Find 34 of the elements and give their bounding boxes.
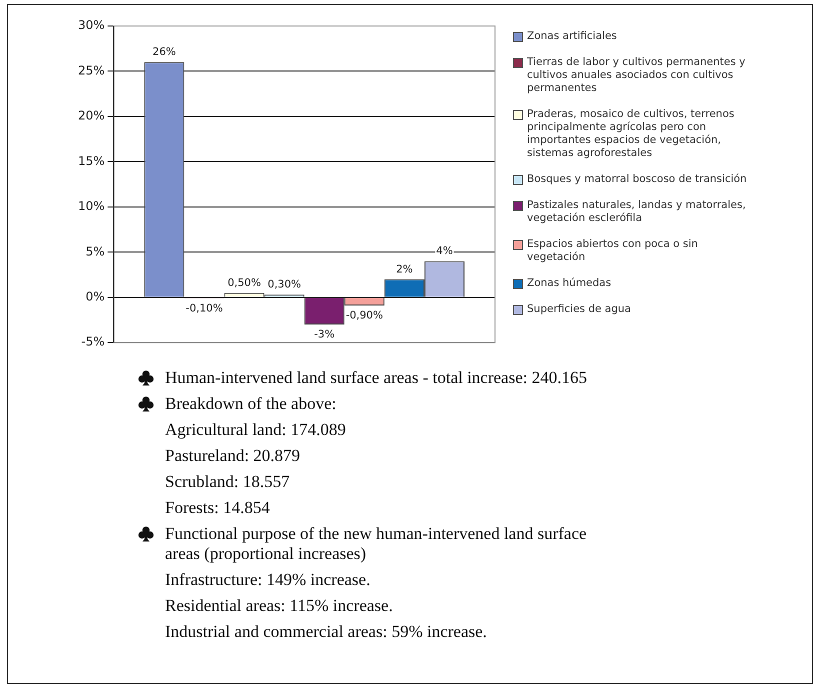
text: Breakdown of the above: (165, 394, 336, 413)
y-tick-label: 30% (78, 18, 105, 32)
data-label: 2% (396, 263, 413, 276)
text: Scrubland: 18.557 (165, 472, 290, 491)
text: Human-intervened land surface areas - total increase: 240.165 (165, 368, 587, 387)
y-tick-label: 20% (78, 108, 105, 123)
legend-label: Pastizales naturales, landas y matorrales, vegetación esclerófila (527, 199, 747, 225)
text: Infrastructure: 149% increase. (165, 570, 370, 589)
data-label: 4% (436, 245, 453, 258)
data-label: -3% (314, 328, 335, 340)
y-tick-label: -5% (81, 334, 105, 349)
legend-label: Tierras de labor y cultivos permanentes y cultivos anuales asociados con cultivos permanentes (527, 56, 746, 95)
legend-label: Superficies de agua (527, 303, 631, 316)
data-label: -0,10% (186, 302, 223, 314)
text: Forests: 14.854 (165, 498, 270, 517)
y-tick-label: 25% (78, 63, 105, 78)
data-label: 0,50% (228, 276, 261, 289)
legend-label: Zonas artificiales (527, 30, 617, 43)
y-tick-label: 10% (78, 199, 105, 214)
text: Residential areas: 115% increase. (165, 596, 393, 615)
legend-label: Praderas, mosaico de cultivos, terrenos principalmente agrícolas pero con importantes espacios de vegetación, sistemas agroforestales (527, 108, 736, 160)
data-label: 0,30% (268, 278, 302, 291)
data-label: 26% (152, 46, 176, 58)
text: Industrial and commercial areas: 59% increase. (165, 622, 487, 641)
legend-label: Espacios abiertos con poca o sin vegetación (527, 238, 699, 264)
legend-label: Bosques y matorral boscoso de transición (527, 173, 747, 186)
y-tick-label: 5% (86, 244, 105, 258)
legend-label: Zonas húmedas (527, 277, 612, 290)
y-tick-label: 0% (86, 289, 105, 304)
text: Pastureland: 20.879 (165, 446, 300, 465)
text: Functional purpose of the new human-intervened land surface areas (proportional increases) (165, 524, 587, 563)
y-tick-label: 15% (78, 154, 105, 168)
data-label: -0,90% (346, 309, 383, 322)
text: Agricultural land: 174.089 (165, 420, 346, 439)
